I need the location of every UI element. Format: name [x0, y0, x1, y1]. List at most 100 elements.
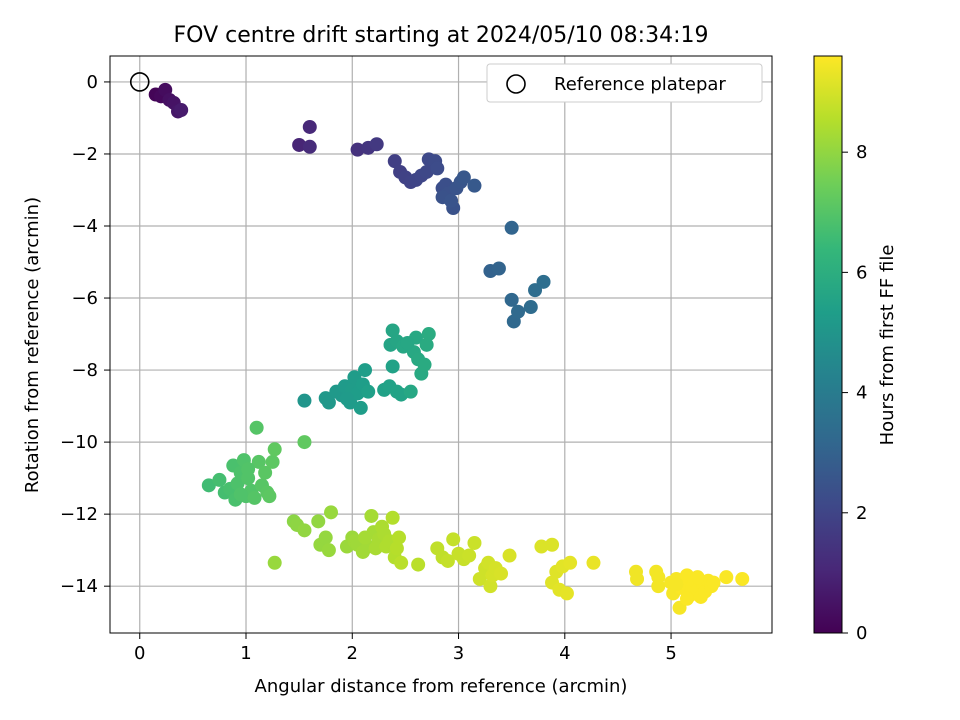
data-point	[392, 530, 407, 545]
data-point	[311, 514, 326, 529]
data-point	[233, 487, 248, 502]
data-point	[456, 170, 471, 185]
data-point	[339, 391, 354, 406]
data-point	[735, 571, 750, 586]
data-point	[302, 139, 317, 154]
data-point	[297, 435, 312, 450]
data-point	[679, 591, 694, 606]
data-point	[651, 570, 666, 585]
data-point	[297, 393, 312, 408]
colorbar-tick-label: 0	[856, 623, 867, 644]
data-point	[400, 336, 415, 351]
data-point	[364, 508, 379, 523]
data-point	[630, 571, 645, 586]
data-point	[358, 530, 373, 545]
data-point	[706, 575, 721, 590]
x-tick-label: 3	[453, 643, 464, 664]
data-point	[251, 454, 266, 469]
axis-ticks: 0 1 2 3 4 5 0 −2 −4 −6 −8 −10 −12 −14	[60, 72, 677, 664]
data-point	[387, 154, 402, 169]
data-point	[267, 442, 282, 457]
data-point	[690, 570, 705, 585]
data-point	[483, 579, 498, 594]
data-point	[411, 557, 426, 572]
data-point	[385, 323, 400, 338]
data-points	[148, 82, 750, 615]
data-point	[369, 137, 384, 152]
data-point	[472, 571, 487, 586]
data-point	[446, 532, 461, 547]
data-point	[249, 420, 264, 435]
x-tick-label: 4	[559, 643, 570, 664]
data-point	[241, 462, 256, 477]
data-point	[394, 555, 409, 570]
data-point	[297, 523, 312, 538]
data-point	[719, 570, 734, 585]
y-tick-label: −14	[60, 576, 98, 597]
data-point	[669, 577, 684, 592]
y-tick-label: −6	[71, 288, 98, 309]
data-point	[444, 193, 459, 208]
colorbar-label: Hours from first FF file	[877, 245, 898, 446]
data-point	[491, 261, 506, 276]
y-axis-label: Rotation from reference (arcmin)	[22, 197, 43, 493]
data-point	[318, 530, 333, 545]
data-point	[324, 505, 339, 520]
data-point	[201, 478, 216, 493]
data-point	[258, 465, 273, 480]
colorbar	[813, 55, 843, 634]
data-point	[417, 357, 432, 372]
data-point	[504, 292, 519, 307]
colorbar-ticks: 0 2 4 6 8	[842, 142, 867, 644]
data-point	[385, 510, 400, 525]
data-point	[292, 137, 307, 152]
data-point	[467, 535, 482, 550]
x-tick-label: 5	[665, 643, 676, 664]
x-tick-label: 2	[347, 643, 358, 664]
data-point	[321, 395, 336, 410]
data-point	[523, 300, 538, 315]
y-tick-label: −10	[60, 432, 98, 453]
y-tick-label: 0	[87, 72, 98, 93]
data-point	[230, 476, 245, 491]
y-tick-label: −2	[71, 144, 98, 165]
x-tick-label: 1	[240, 643, 251, 664]
legend-marker-icon	[506, 74, 526, 94]
data-point	[353, 400, 368, 415]
data-point	[403, 384, 418, 399]
data-point	[174, 103, 189, 118]
colorbar-tick-label: 2	[856, 503, 867, 524]
y-tick-label: −4	[71, 216, 98, 237]
chart-title: FOV centre drift starting at 2024/05/10 …	[174, 23, 709, 48]
data-point	[534, 539, 549, 554]
data-point	[586, 555, 601, 570]
data-point	[545, 537, 560, 552]
data-point	[467, 178, 482, 193]
data-point	[212, 472, 227, 487]
data-point	[440, 553, 455, 568]
y-tick-label: −12	[60, 504, 98, 525]
data-point	[563, 555, 578, 570]
data-point	[302, 119, 317, 134]
data-point	[419, 337, 434, 352]
data-point	[262, 489, 277, 504]
data-point	[247, 490, 262, 505]
data-point	[462, 548, 477, 563]
legend-box	[486, 63, 763, 103]
data-point	[389, 541, 404, 556]
y-tick-label: −8	[71, 360, 98, 381]
data-point	[265, 454, 280, 469]
colorbar-tick-label: 6	[856, 262, 867, 283]
plot-frame	[109, 55, 773, 634]
data-point	[358, 363, 373, 378]
colorbar-tick-label: 8	[856, 142, 867, 163]
data-point	[494, 566, 509, 581]
data-point	[350, 142, 365, 157]
data-point	[511, 304, 526, 319]
data-point	[321, 543, 336, 558]
colorbar-tick-label: 4	[856, 383, 867, 404]
data-point	[385, 359, 400, 374]
data-point	[536, 274, 551, 289]
x-axis-label: Angular distance from reference (arcmin)	[255, 676, 628, 697]
